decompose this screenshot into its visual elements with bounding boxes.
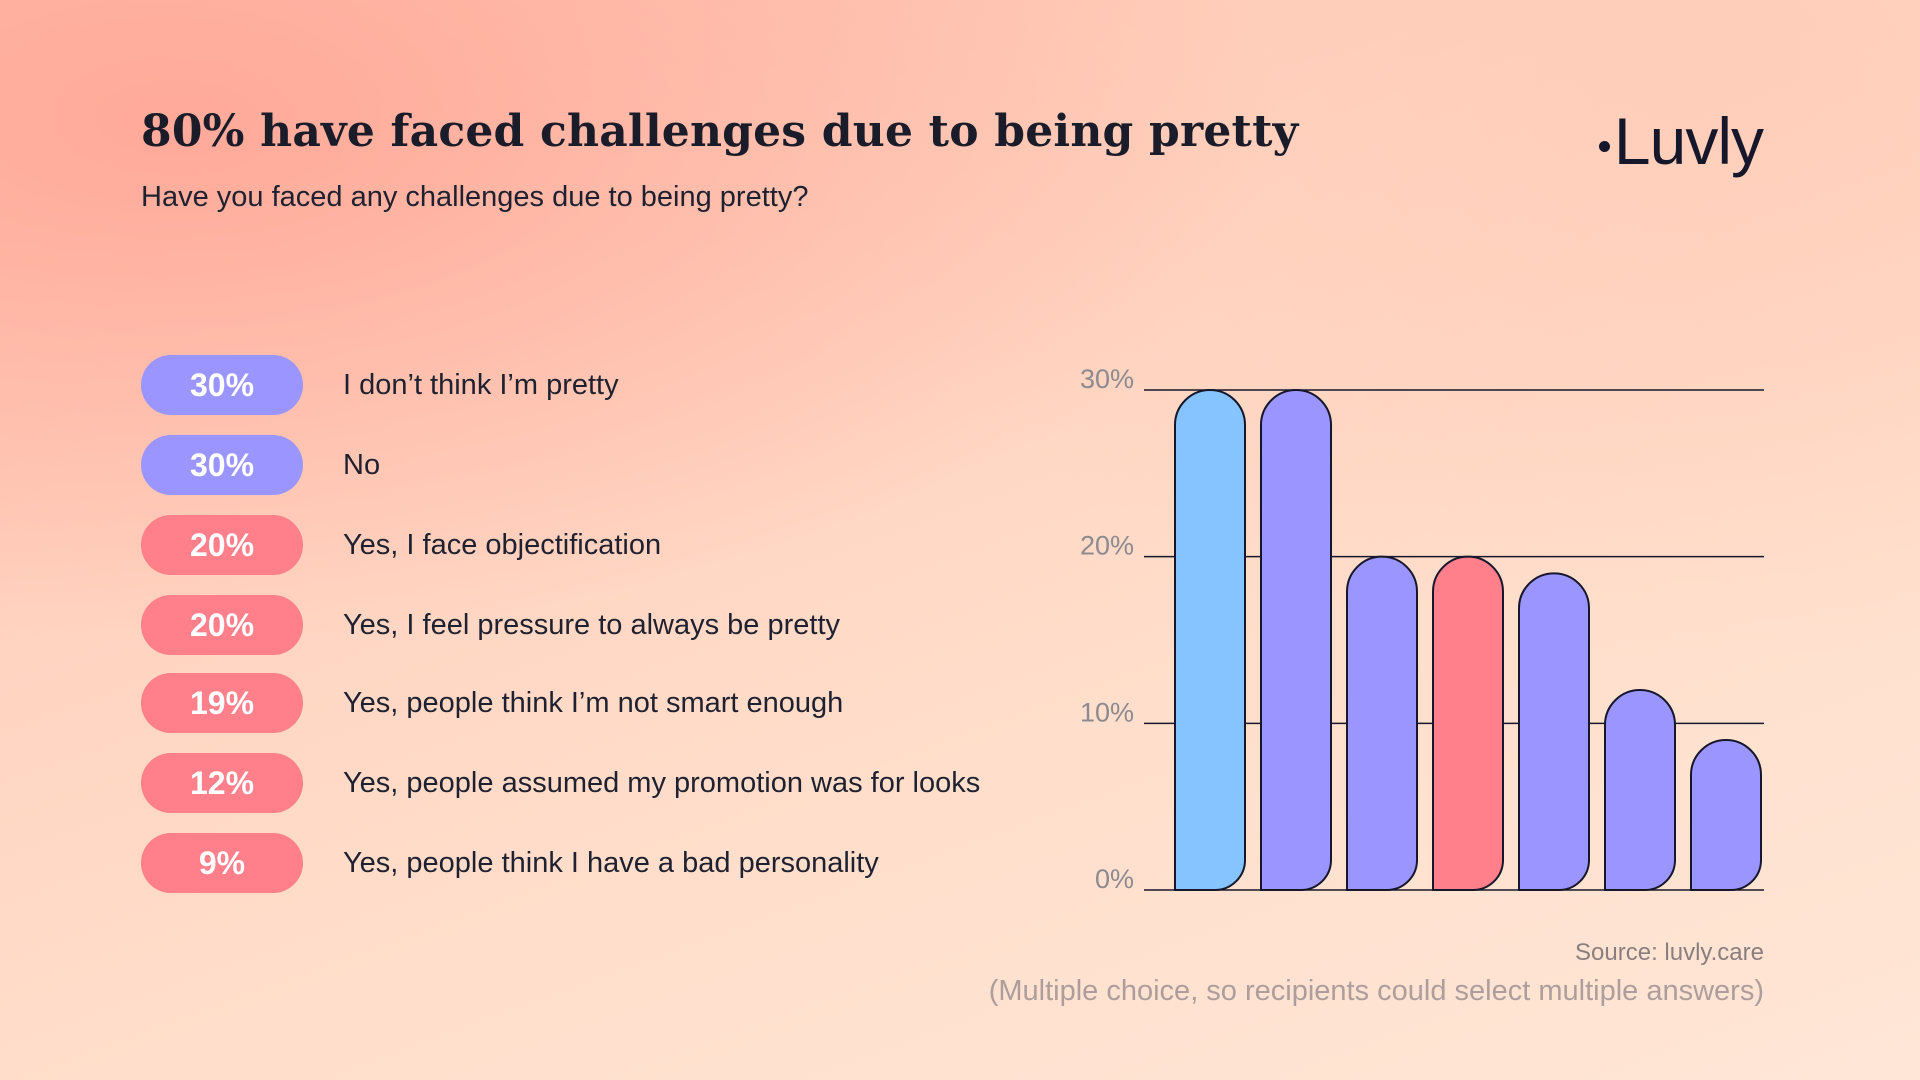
- y-tick-label: 30%: [1080, 364, 1134, 394]
- answer-label: Yes, people think I’m not smart enough: [343, 686, 844, 719]
- bar: [1604, 689, 1676, 891]
- percent-pill: 20%: [141, 595, 303, 655]
- logo-dot: [1598, 141, 1610, 152]
- bar: [1174, 389, 1246, 891]
- bar: [1260, 389, 1332, 891]
- y-tick-label: 0%: [1095, 864, 1134, 894]
- chart-subtitle: Have you faced any challenges due to bei…: [141, 181, 809, 213]
- bar: [1690, 739, 1762, 891]
- answer-label: Yes, people assumed my promotion was for…: [343, 766, 981, 799]
- bar: [1346, 555, 1418, 891]
- answer-label: No: [343, 448, 381, 481]
- legend-row: 30% No: [141, 435, 380, 495]
- chart-title: 80% have faced challenges due to being p…: [141, 106, 1299, 157]
- percent-pill: 12%: [141, 753, 303, 813]
- answer-label: I don’t think I’m pretty: [343, 368, 619, 401]
- y-tick-label: 20%: [1080, 531, 1134, 561]
- percent-pill: 30%: [141, 435, 303, 495]
- legend-row: 20% Yes, I feel pressure to always be pr…: [141, 595, 840, 655]
- brand-logo: Luvly: [1598, 104, 1764, 178]
- bar: [1518, 572, 1590, 891]
- footnote-text: (Multiple choice, so recipients could se…: [988, 975, 1764, 1007]
- answer-label: Yes, people think I have a bad personali…: [343, 846, 879, 879]
- logo-text: Luvly: [1613, 104, 1764, 178]
- legend-row: 19% Yes, people think I’m not smart enou…: [141, 673, 843, 733]
- legend-row: 20% Yes, I face objectification: [141, 515, 661, 575]
- answer-label: Yes, I face objectification: [343, 528, 662, 561]
- percent-pill: 9%: [141, 833, 303, 893]
- source-text: Source: luvly.care: [1575, 939, 1764, 966]
- answer-label: Yes, I feel pressure to always be pretty: [343, 608, 841, 641]
- legend-row: 9% Yes, people think I have a bad person…: [141, 833, 879, 893]
- legend-row: 12% Yes, people assumed my promotion was…: [141, 753, 980, 813]
- bar: [1432, 555, 1504, 891]
- legend-row: 30% I don’t think I’m pretty: [141, 355, 619, 415]
- y-tick-label: 10%: [1080, 697, 1134, 727]
- percent-pill: 19%: [141, 673, 303, 733]
- percent-pill: 30%: [141, 355, 303, 415]
- percent-pill: 20%: [141, 515, 303, 575]
